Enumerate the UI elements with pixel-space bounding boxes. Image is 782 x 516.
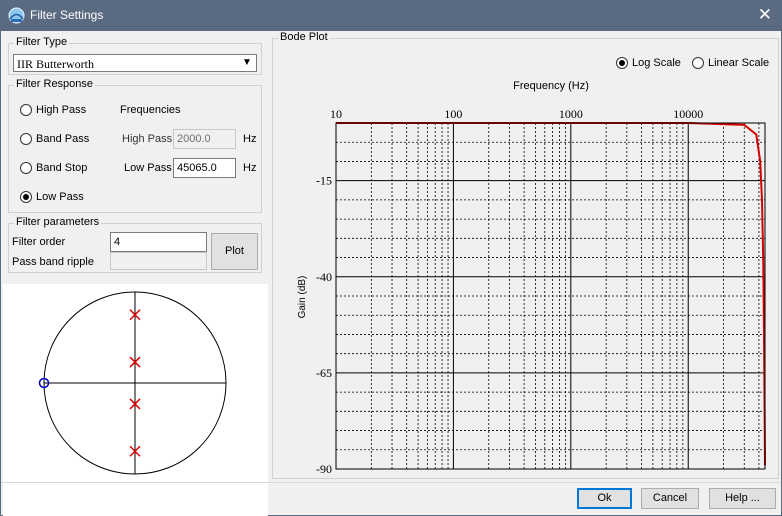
low-pass-unit: Hz xyxy=(243,162,257,174)
filter-order-field[interactable]: 4 xyxy=(110,232,207,252)
close-icon[interactable]: ✕ xyxy=(757,5,772,24)
filter-response-group: Filter Response High Pass Band Pass Band… xyxy=(8,78,262,213)
cancel-button[interactable]: Cancel xyxy=(641,488,699,509)
gain-curve xyxy=(336,122,766,466)
radio-band-pass[interactable] xyxy=(20,133,32,145)
bode-plot-group: Bode Plot Log Scale Linear Scale Frequen… xyxy=(272,31,779,479)
y-tick-label: -65 xyxy=(316,366,332,380)
x-tick-label: 1000 xyxy=(559,107,583,121)
radio-linear-scale-label[interactable]: Linear Scale xyxy=(708,57,770,69)
button-bar-divider xyxy=(1,482,781,483)
filter-response-label: Filter Response xyxy=(14,78,96,90)
radio-band-stop-label[interactable]: Band Stop xyxy=(36,162,88,174)
pole-marker xyxy=(129,309,141,321)
filter-parameters-label: Filter parameters xyxy=(14,216,102,228)
ok-button[interactable]: Ok xyxy=(577,488,632,509)
y-axis-label: Gain (dB) xyxy=(297,276,308,319)
help-button[interactable]: Help ... xyxy=(709,488,776,509)
pole-marker xyxy=(129,445,141,457)
filter-type-label: Filter Type xyxy=(14,36,70,48)
low-pass-field[interactable]: 45065.0 xyxy=(173,158,236,178)
y-tick-label: -90 xyxy=(316,462,332,476)
radio-low-pass[interactable] xyxy=(20,191,32,203)
radio-band-pass-label[interactable]: Band Pass xyxy=(36,133,90,145)
radio-high-pass[interactable] xyxy=(20,104,32,116)
pole-marker xyxy=(129,398,141,410)
x-tick-label: 100 xyxy=(444,107,462,121)
high-pass-field[interactable]: 2000.0 xyxy=(173,129,236,149)
filter-order-label: Filter order xyxy=(12,236,66,248)
dialog-body: Filter Type IIR Butterworth ▼ Filter Res… xyxy=(0,31,782,516)
help-button-label: Help ... xyxy=(725,492,760,504)
frequencies-label: Frequencies xyxy=(120,104,181,116)
pole-zero-plot xyxy=(38,291,227,475)
pass-band-ripple-label: Pass band ripple xyxy=(12,256,94,268)
radio-high-pass-label[interactable]: High Pass xyxy=(36,104,87,116)
low-pass-value: 45065.0 xyxy=(177,162,217,174)
chevron-down-icon[interactable]: ▼ xyxy=(242,57,252,68)
window-title: Filter Settings xyxy=(30,8,104,22)
low-pass-label: Low Pass xyxy=(124,162,172,174)
y-tick-label: -15 xyxy=(316,174,332,188)
pass-band-ripple-field[interactable] xyxy=(110,252,207,270)
high-pass-unit: Hz xyxy=(243,133,257,145)
high-pass-value: 2000.0 xyxy=(177,133,211,145)
bode-chart: Frequency (Hz) Gain (dB) 10 100 1000 10000 -… xyxy=(297,80,766,476)
plot-area-border xyxy=(335,122,766,470)
radio-log-scale[interactable] xyxy=(616,57,628,69)
radio-low-pass-label[interactable]: Low Pass xyxy=(36,191,84,203)
filter-order-value: 4 xyxy=(114,236,121,248)
x-tick-label: 10000 xyxy=(673,107,703,121)
bode-plot-label: Bode Plot xyxy=(278,31,330,43)
y-tick-label: -40 xyxy=(316,270,332,284)
radio-log-scale-label[interactable]: Log Scale xyxy=(632,57,681,69)
pole-marker xyxy=(129,356,141,368)
filter-type-value: IIR Butterworth xyxy=(17,57,94,71)
pole-zero-panel xyxy=(3,284,268,516)
high-pass-label: High Pass xyxy=(122,133,173,145)
filter-type-group: Filter Type IIR Butterworth ▼ xyxy=(8,36,262,75)
ok-button-label: Ok xyxy=(597,492,612,504)
zero-marker xyxy=(38,377,50,389)
filter-parameters-group: Filter parameters Filter order 4 Pass ba… xyxy=(8,216,262,273)
radio-linear-scale[interactable] xyxy=(692,57,704,69)
x-axis-label: Frequency (Hz) xyxy=(513,80,589,92)
app-icon xyxy=(8,7,25,24)
x-tick-label: 10 xyxy=(330,107,342,121)
plot-button[interactable]: Plot xyxy=(211,233,258,270)
filter-type-select[interactable]: IIR Butterworth ▼ xyxy=(13,54,257,72)
radio-band-stop[interactable] xyxy=(20,162,32,174)
title-bar: Filter Settings ✕ xyxy=(0,0,782,31)
cancel-button-label: Cancel xyxy=(652,492,688,504)
plot-button-label: Plot xyxy=(225,245,244,257)
